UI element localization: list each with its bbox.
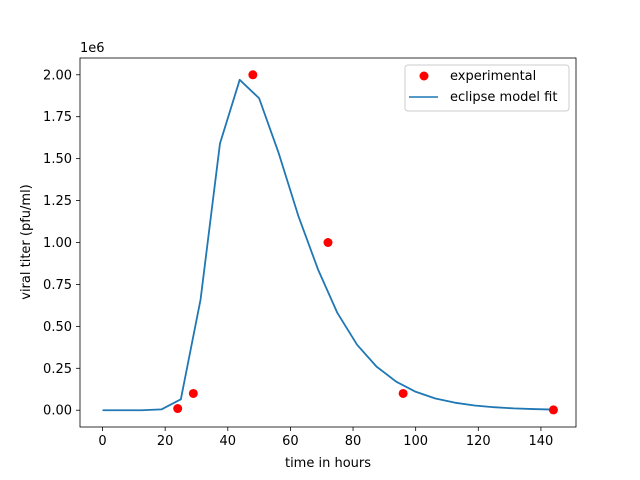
experimental-point	[248, 70, 258, 80]
legend-label-model-fit: eclipse model fit	[450, 90, 557, 105]
y-tick-label: 1.25	[43, 194, 72, 209]
legend: experimental eclipse model fit	[404, 64, 570, 112]
y-offset-label: 1e6	[80, 41, 105, 56]
y-tick-label: 1.50	[43, 152, 72, 167]
x-tick-label: 60	[282, 434, 299, 449]
x-axis-label: time in hours	[285, 456, 371, 471]
y-tick-label: 0.25	[43, 362, 72, 377]
legend-marker-experimental	[419, 71, 429, 81]
x-tick-label: 80	[345, 434, 362, 449]
model-fit-line	[102, 78, 553, 412]
model-fit-layer	[102, 78, 553, 412]
experimental-point	[188, 388, 198, 398]
legend-label-experimental: experimental	[450, 69, 536, 84]
legend-frame	[404, 64, 570, 112]
x-tick-label: 120	[466, 434, 491, 449]
x-tick-label: 100	[403, 434, 428, 449]
x-tick-label: 40	[220, 434, 237, 449]
y-axis-label: viral titer (pfu/ml)	[19, 184, 34, 300]
experimental-point	[548, 405, 558, 415]
experimental-points-layer	[173, 70, 558, 415]
axes: 0 20 40 60 80 100 120 140 0.00 0.25 0.50 0.75 1.00 1.…	[43, 57, 577, 449]
y-tick-label: 2.00	[43, 68, 72, 83]
experimental-point	[173, 404, 183, 414]
x-tick-label: 140	[529, 434, 554, 449]
y-tick-label: 0.00	[43, 404, 72, 419]
y-tick-label: 1.00	[43, 236, 72, 251]
x-tick-label: 0	[98, 434, 106, 449]
y-tick-label: 0.75	[43, 278, 72, 293]
experimental-point	[398, 388, 408, 398]
experimental-point	[323, 238, 333, 247]
y-tick-label: 0.50	[43, 320, 72, 335]
y-tick-label: 1.75	[43, 110, 72, 125]
x-tick-label: 20	[157, 434, 174, 449]
